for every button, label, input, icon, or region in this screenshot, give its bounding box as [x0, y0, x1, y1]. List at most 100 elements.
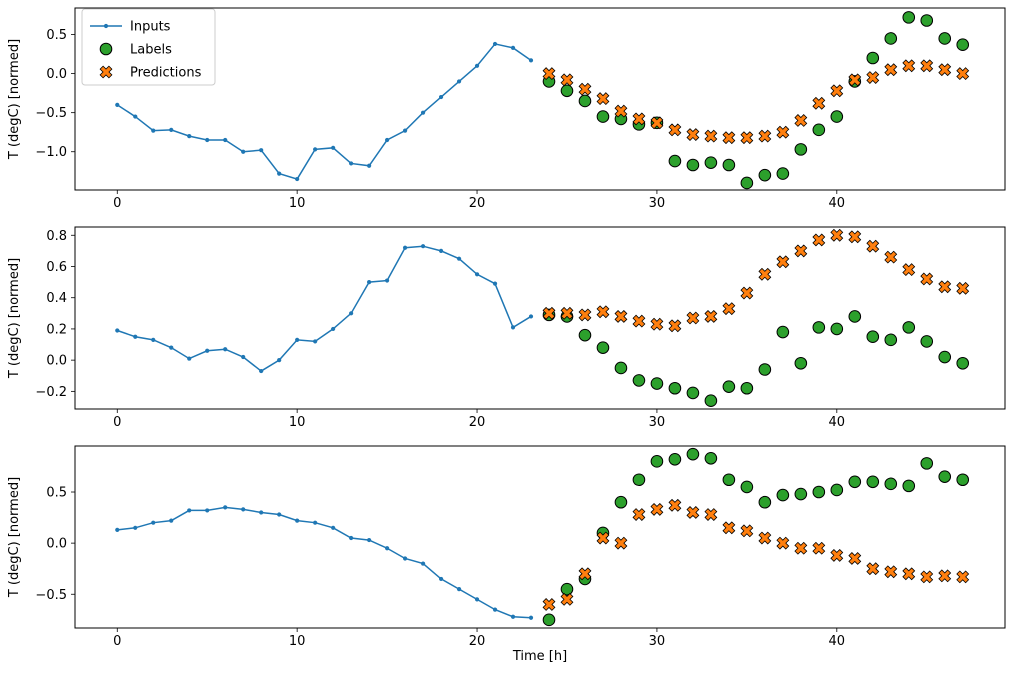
inputs-dot-marker	[331, 525, 336, 530]
x-tick-label: 20	[469, 634, 486, 649]
subplot-2: 0.8 0.6 0.4 0.2 0.0 −0.2 0 10 20 30 40 T (degC) [no…	[7, 226, 1006, 430]
inputs-dot-marker	[528, 58, 534, 63]
labels-circle-marker	[704, 451, 718, 465]
x-tick-label: 20	[469, 196, 486, 211]
x-tick-label: 40	[829, 634, 846, 649]
predictions-x-marker	[704, 129, 718, 143]
labels-circle-marker	[578, 328, 592, 342]
predictions-x-marker	[578, 82, 592, 96]
predictions-x-marker	[704, 508, 718, 521]
predictions-x-marker	[758, 267, 772, 281]
y-tick-label: −1.0	[35, 145, 67, 160]
y-tick-label: −0.5	[35, 588, 67, 603]
labels-circle-marker	[758, 168, 772, 182]
predictions-x-marker	[920, 272, 934, 286]
predictions-x-marker	[614, 104, 628, 118]
labels-circle-marker	[596, 341, 610, 354]
predictions-x-marker	[776, 536, 790, 550]
inputs-dot-marker	[133, 114, 138, 119]
inputs-dot-marker	[259, 148, 264, 153]
inputs-dot-marker	[295, 176, 300, 182]
predictions-x-marker	[704, 310, 718, 323]
labels-circle-marker	[920, 457, 934, 470]
labels-circle-marker	[776, 167, 790, 180]
labels-circle-marker	[884, 477, 898, 491]
predictions-x-marker	[596, 531, 610, 545]
predictions-x-marker	[794, 114, 808, 127]
predictions-x-marker	[722, 131, 736, 145]
labels-circle-marker	[866, 475, 880, 489]
predictions-x-marker	[578, 308, 592, 322]
inputs-dot-marker	[205, 137, 210, 143]
predictions-x-marker	[668, 123, 682, 137]
inputs-dot-marker	[313, 339, 318, 344]
predictions-x-marker	[632, 112, 646, 126]
predictions-x-marker	[866, 71, 880, 84]
inputs-dot-marker	[420, 561, 426, 566]
legend-item-label: Labels	[130, 43, 172, 58]
inputs-dot-marker	[331, 145, 336, 150]
predictions-x-marker	[848, 73, 862, 87]
inputs-dot-marker	[367, 279, 372, 285]
labels-circle-marker	[722, 158, 736, 172]
predictions-x-marker	[740, 524, 754, 538]
inputs-dot-marker	[151, 128, 156, 133]
predictions-x-marker	[812, 96, 826, 110]
predictions-x-marker	[812, 233, 826, 247]
x-tick-label: 10	[289, 415, 306, 430]
plot-border	[74, 445, 1006, 629]
labels-circle-marker	[938, 470, 952, 483]
predictions-x-marker	[578, 567, 592, 581]
predictions-x-marker	[884, 63, 898, 77]
labels-circle-marker	[740, 480, 754, 494]
labels-circle-marker	[560, 84, 574, 98]
labels-circle-marker	[614, 361, 628, 375]
legend-inputs-dot-icon	[103, 23, 109, 29]
labels-circle-marker	[758, 363, 772, 376]
y-tick-label: −0.5	[35, 106, 67, 121]
inputs-dot-marker	[384, 278, 390, 283]
labels-circle-marker	[938, 350, 952, 364]
x-tick-label: 40	[829, 196, 846, 211]
x-tick-label: 20	[469, 415, 486, 430]
predictions-x-marker	[938, 280, 952, 294]
inputs-dot-marker	[313, 520, 318, 525]
inputs-dot-marker	[295, 337, 300, 342]
labels-circle-marker	[794, 356, 808, 370]
labels-circle-marker	[578, 94, 592, 108]
predictions-x-marker	[722, 302, 736, 316]
legend-labels-circle-icon	[99, 42, 113, 56]
subplot-3: 0.5 0.0 −0.5 0 10 20 30 40 T (degC) [normed]	[7, 445, 1006, 649]
inputs-dot-marker	[169, 518, 174, 523]
predictions-x-marker	[632, 314, 646, 328]
predictions-x-marker	[560, 73, 574, 87]
labels-circle-marker	[740, 381, 754, 395]
labels-circle-marker	[776, 488, 790, 502]
predictions-x-marker	[938, 63, 952, 77]
labels-circle-marker	[920, 14, 934, 27]
predictions-x-marker	[560, 306, 574, 320]
inputs-dot-marker	[295, 518, 300, 523]
predictions-x-marker	[740, 286, 754, 300]
inputs-dot-marker	[115, 328, 120, 333]
predictions-x-marker	[596, 92, 610, 106]
inputs-dot-marker	[420, 110, 426, 115]
inputs-dot-marker	[456, 79, 462, 84]
labels-circle-marker	[848, 310, 862, 323]
labels-circle-marker	[866, 330, 880, 344]
predictions-x-marker	[758, 531, 772, 545]
inputs-dot-marker	[115, 527, 120, 532]
labels-circle-marker	[776, 325, 790, 339]
predictions-x-marker	[830, 548, 844, 562]
plot-border	[74, 7, 1006, 191]
predictions-x-marker	[668, 498, 682, 512]
x-tick-label: 0	[113, 415, 121, 430]
predictions-x-marker	[614, 310, 628, 323]
predictions-x-marker	[686, 506, 700, 519]
x-tick-label: 0	[113, 196, 121, 211]
predictions-x-marker	[776, 255, 790, 269]
labels-circle-marker	[650, 455, 664, 468]
inputs-dot-marker	[133, 525, 138, 530]
